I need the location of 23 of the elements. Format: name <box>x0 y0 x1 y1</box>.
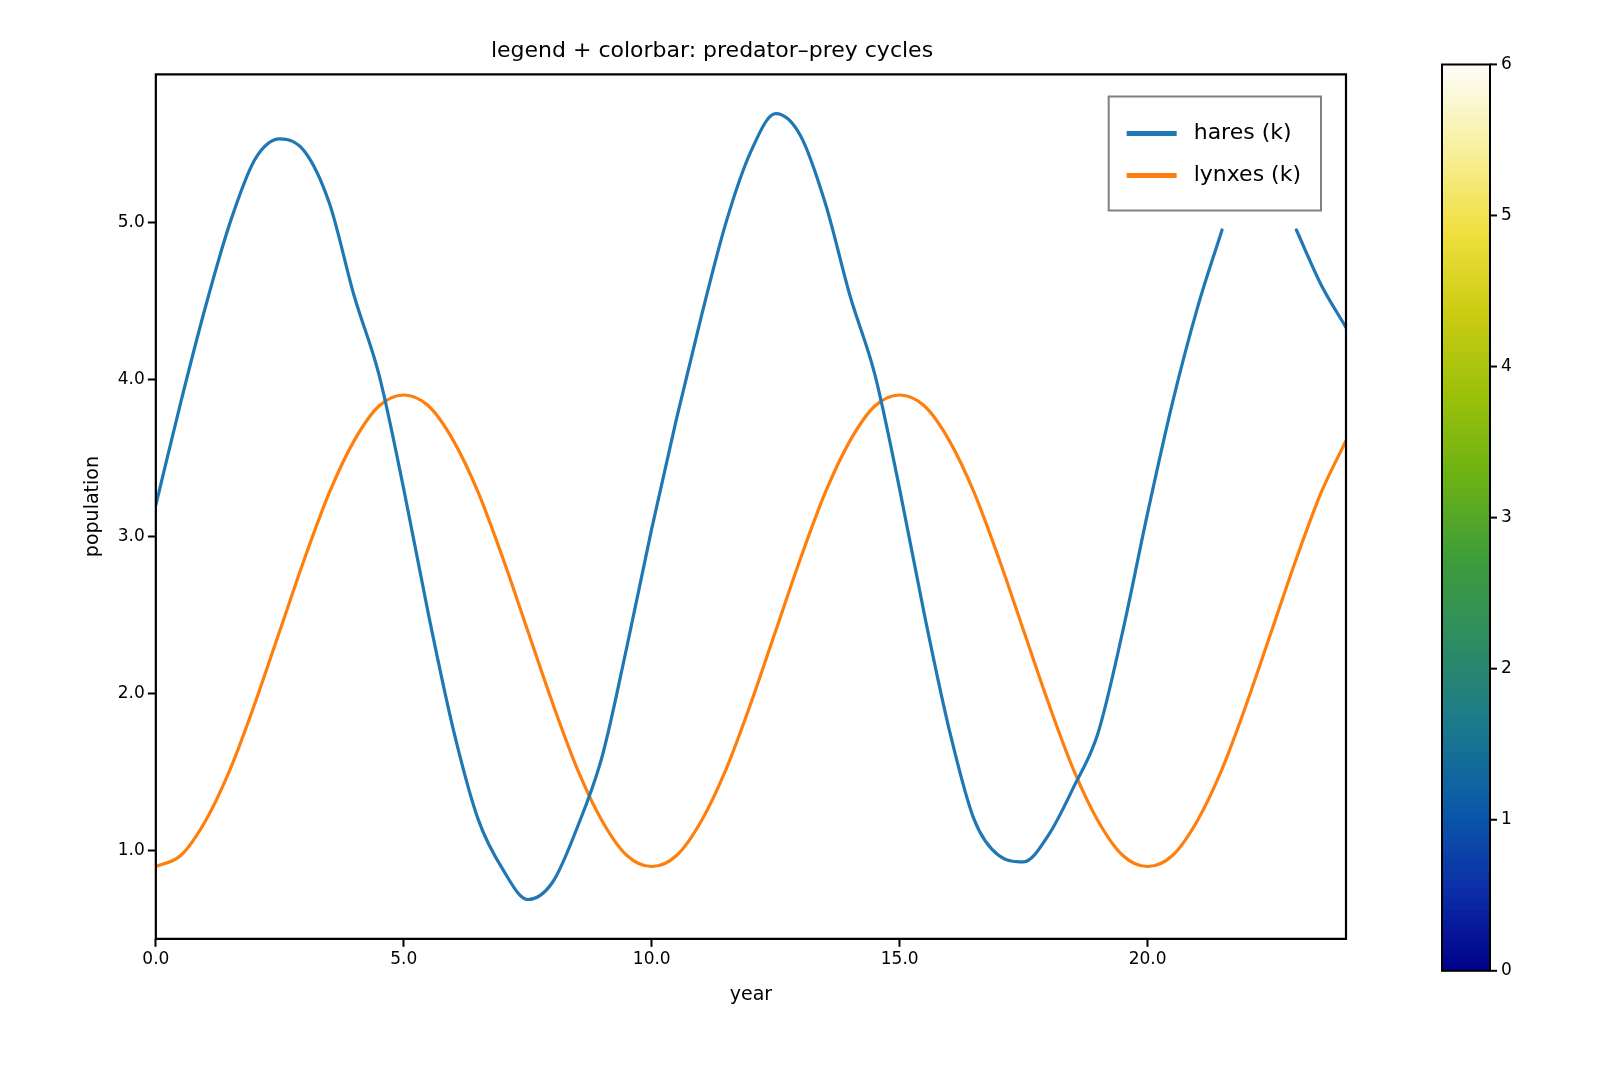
color-bar-label: 5 <box>1501 203 1512 224</box>
color-bar-label: 0 <box>1501 959 1512 980</box>
color-bar-label: 4 <box>1501 354 1512 375</box>
x-axis-title: year <box>729 981 773 1004</box>
y-tick-label: 1.0 <box>117 839 145 860</box>
x-tick-label: 5.0 <box>390 948 418 969</box>
legend-label: hares (k) <box>1193 119 1292 145</box>
color-bar-label: 6 <box>1501 52 1512 73</box>
y-axis-title: population <box>80 456 103 558</box>
color-bar-label: 2 <box>1501 657 1512 678</box>
y-tick-label: 2.0 <box>117 682 145 703</box>
y-tick-label: 4.0 <box>117 367 145 388</box>
legend-label: lynxes (k) <box>1193 161 1302 187</box>
line-series <box>155 393 1346 869</box>
chart-title: legend + colorbar: predator–prey cycles <box>490 36 934 62</box>
color-bar-label: 3 <box>1501 506 1512 527</box>
x-tick-label: 10.0 <box>632 948 671 969</box>
y-tick-label: 5.0 <box>117 210 145 231</box>
x-tick-label: 0.0 <box>142 948 170 969</box>
x-tick-label: 15.0 <box>880 948 919 969</box>
y-tick-label: 3.0 <box>117 524 145 545</box>
color-bar-label: 1 <box>1501 808 1512 829</box>
x-tick-label: 20.0 <box>1128 948 1167 969</box>
